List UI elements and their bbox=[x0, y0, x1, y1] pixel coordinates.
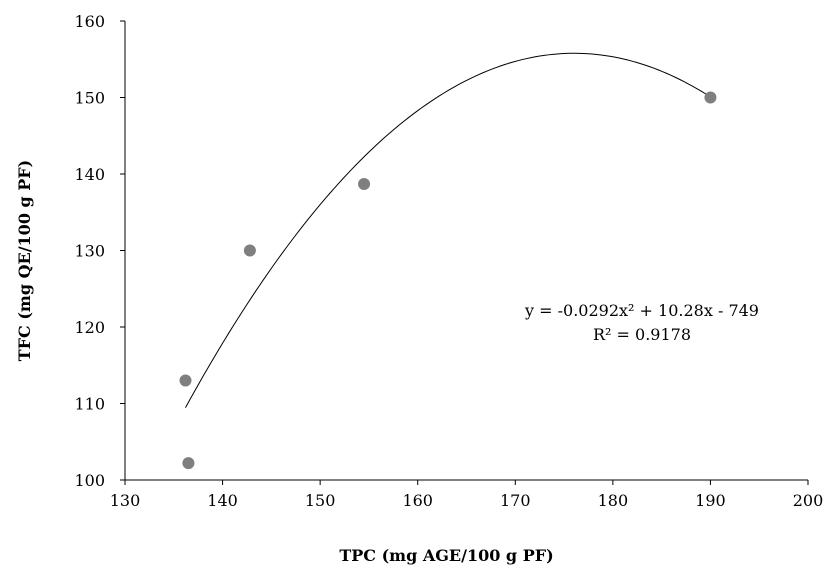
x-tick-label: 150 bbox=[305, 491, 336, 510]
y-tick-labels: 100 110 120 130 140 150 160 bbox=[74, 12, 125, 490]
x-tick-labels: 130 140 150 160 170 180 190 200 bbox=[110, 480, 824, 510]
x-tick-label: 130 bbox=[110, 491, 141, 510]
x-tick-label: 200 bbox=[793, 491, 824, 510]
y-tick-label: 130 bbox=[74, 242, 105, 261]
data-point bbox=[243, 244, 256, 257]
y-tick-label: 150 bbox=[74, 89, 105, 108]
trendline-equation: y = -0.0292x² + 10.28x - 749 bbox=[524, 301, 759, 320]
x-tick-label: 190 bbox=[695, 491, 726, 510]
data-point bbox=[179, 374, 192, 387]
x-tick-label: 140 bbox=[207, 491, 238, 510]
y-tick-label: 140 bbox=[74, 165, 105, 184]
y-axis-title: TFC (mg QE/100 g PF) bbox=[15, 160, 34, 362]
y-tick-label: 100 bbox=[74, 471, 105, 490]
trendline-curve bbox=[185, 52, 711, 408]
data-points bbox=[179, 91, 717, 470]
x-tick-label: 170 bbox=[500, 491, 531, 510]
data-point bbox=[358, 177, 371, 190]
x-tick-label: 180 bbox=[598, 491, 629, 510]
trendline-r-squared: R² = 0.9178 bbox=[593, 325, 691, 344]
y-tick-label: 120 bbox=[74, 318, 105, 337]
x-axis-title: TPC (mg AGE/100 g PF) bbox=[339, 546, 553, 565]
axes bbox=[124, 21, 808, 481]
x-tick-label: 160 bbox=[402, 491, 433, 510]
y-tick-label: 160 bbox=[74, 12, 105, 31]
y-tick-label: 110 bbox=[74, 395, 105, 414]
data-point bbox=[182, 457, 195, 470]
data-point bbox=[704, 91, 717, 104]
